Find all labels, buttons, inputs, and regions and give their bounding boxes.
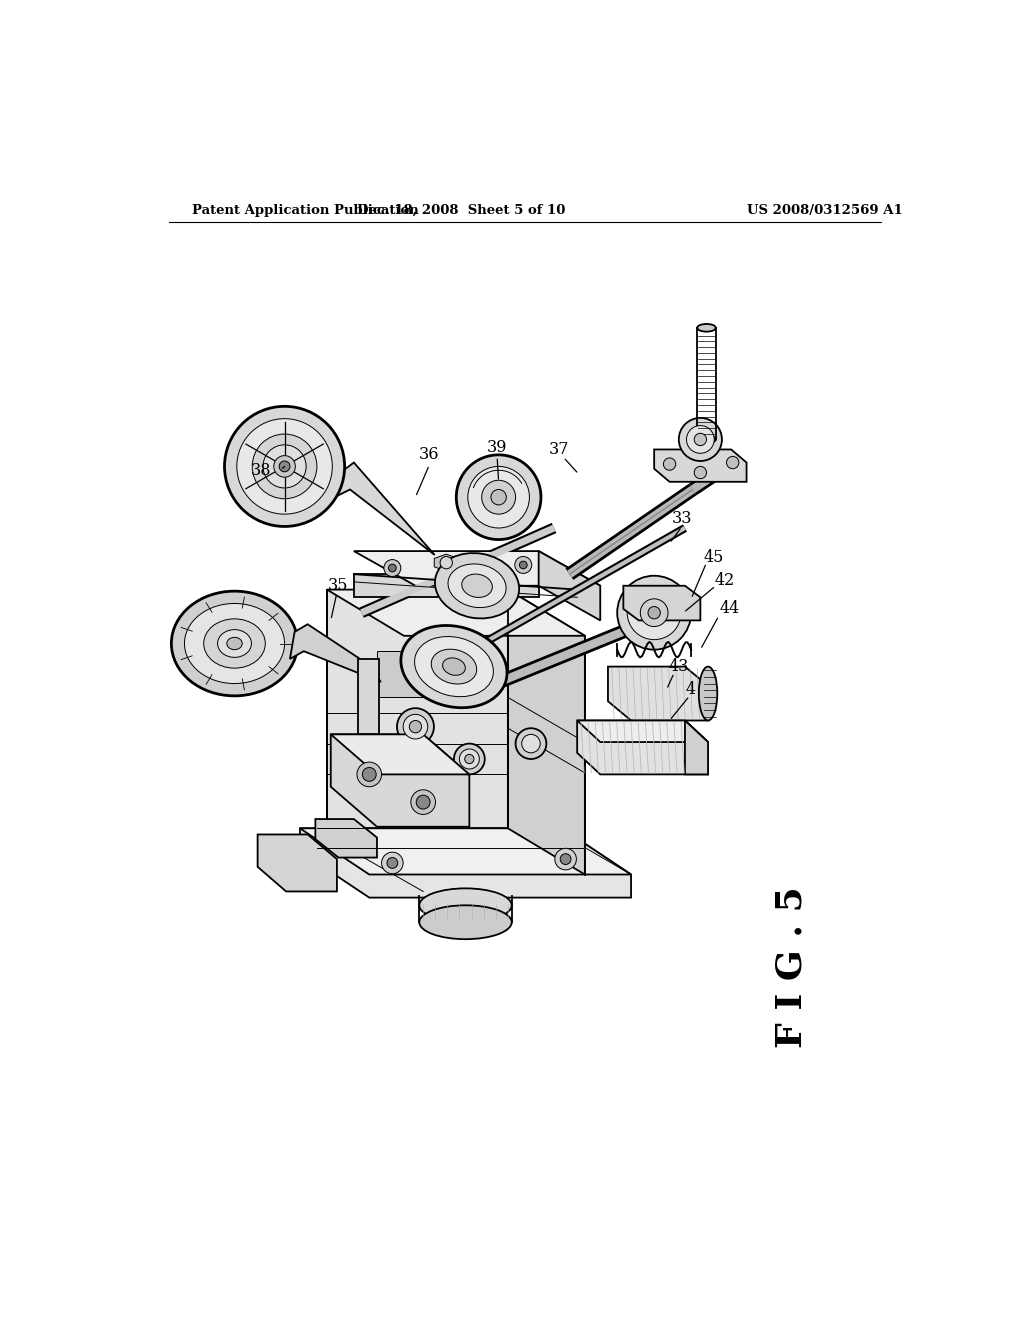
Polygon shape bbox=[539, 552, 600, 620]
Circle shape bbox=[515, 557, 531, 573]
Ellipse shape bbox=[184, 603, 285, 684]
Polygon shape bbox=[258, 834, 337, 891]
Ellipse shape bbox=[698, 667, 717, 721]
Text: 4: 4 bbox=[686, 681, 696, 698]
Circle shape bbox=[555, 849, 577, 870]
Polygon shape bbox=[685, 721, 708, 775]
Text: 44: 44 bbox=[720, 601, 739, 618]
Circle shape bbox=[694, 466, 707, 479]
Ellipse shape bbox=[628, 586, 681, 640]
Ellipse shape bbox=[217, 630, 252, 657]
Polygon shape bbox=[327, 590, 508, 829]
Text: 38: 38 bbox=[251, 462, 271, 479]
Ellipse shape bbox=[515, 729, 547, 759]
Polygon shape bbox=[331, 734, 469, 775]
Ellipse shape bbox=[263, 445, 306, 488]
Circle shape bbox=[686, 425, 714, 453]
Circle shape bbox=[727, 457, 739, 469]
Ellipse shape bbox=[252, 434, 316, 499]
Polygon shape bbox=[578, 721, 708, 742]
Text: 42: 42 bbox=[715, 572, 735, 589]
Polygon shape bbox=[508, 590, 585, 874]
Ellipse shape bbox=[237, 418, 333, 515]
Circle shape bbox=[694, 433, 707, 446]
Ellipse shape bbox=[280, 461, 290, 471]
Polygon shape bbox=[578, 721, 708, 775]
Ellipse shape bbox=[403, 714, 428, 739]
Circle shape bbox=[362, 767, 376, 781]
Polygon shape bbox=[624, 586, 700, 620]
Text: 36: 36 bbox=[419, 446, 439, 463]
Ellipse shape bbox=[419, 888, 512, 923]
Polygon shape bbox=[331, 734, 469, 826]
Circle shape bbox=[411, 789, 435, 814]
Circle shape bbox=[679, 418, 722, 461]
Ellipse shape bbox=[454, 743, 484, 775]
Polygon shape bbox=[434, 554, 459, 572]
Circle shape bbox=[560, 854, 571, 865]
Circle shape bbox=[416, 795, 430, 809]
Ellipse shape bbox=[462, 574, 493, 598]
Ellipse shape bbox=[224, 407, 345, 527]
Text: 35: 35 bbox=[329, 577, 349, 594]
Polygon shape bbox=[608, 667, 708, 721]
Circle shape bbox=[382, 853, 403, 874]
Circle shape bbox=[664, 458, 676, 470]
Polygon shape bbox=[354, 574, 539, 597]
Polygon shape bbox=[335, 462, 435, 554]
Text: 39: 39 bbox=[486, 438, 507, 455]
Ellipse shape bbox=[171, 591, 298, 696]
Ellipse shape bbox=[410, 721, 422, 733]
Text: 33: 33 bbox=[672, 511, 692, 527]
Ellipse shape bbox=[204, 619, 265, 668]
Text: 43: 43 bbox=[669, 659, 689, 675]
Text: Dec. 18, 2008  Sheet 5 of 10: Dec. 18, 2008 Sheet 5 of 10 bbox=[357, 205, 566, 218]
Ellipse shape bbox=[697, 436, 716, 444]
Ellipse shape bbox=[415, 636, 494, 697]
Ellipse shape bbox=[431, 649, 477, 684]
Ellipse shape bbox=[273, 455, 295, 478]
Circle shape bbox=[490, 490, 506, 506]
Circle shape bbox=[357, 762, 382, 787]
Text: Patent Application Publication: Patent Application Publication bbox=[193, 205, 419, 218]
Polygon shape bbox=[327, 590, 585, 636]
Text: 45: 45 bbox=[705, 549, 724, 566]
Polygon shape bbox=[377, 651, 438, 697]
Polygon shape bbox=[290, 624, 381, 682]
Ellipse shape bbox=[617, 576, 691, 649]
Circle shape bbox=[384, 560, 400, 577]
Ellipse shape bbox=[521, 734, 541, 752]
Text: F I G . 5: F I G . 5 bbox=[774, 886, 808, 1048]
Polygon shape bbox=[300, 829, 631, 898]
Circle shape bbox=[468, 466, 529, 528]
Ellipse shape bbox=[419, 906, 512, 940]
Ellipse shape bbox=[449, 564, 506, 607]
Circle shape bbox=[481, 480, 515, 515]
Ellipse shape bbox=[397, 708, 434, 744]
Circle shape bbox=[387, 858, 397, 869]
Ellipse shape bbox=[648, 607, 660, 619]
Ellipse shape bbox=[465, 755, 474, 763]
Ellipse shape bbox=[226, 638, 243, 649]
Polygon shape bbox=[654, 449, 746, 482]
Circle shape bbox=[440, 557, 453, 569]
Polygon shape bbox=[300, 829, 631, 874]
Ellipse shape bbox=[460, 748, 479, 770]
Polygon shape bbox=[354, 552, 600, 586]
Ellipse shape bbox=[442, 657, 465, 676]
Circle shape bbox=[457, 455, 541, 540]
Circle shape bbox=[388, 564, 396, 572]
Ellipse shape bbox=[400, 626, 507, 708]
Polygon shape bbox=[315, 818, 377, 858]
Polygon shape bbox=[357, 659, 379, 734]
Text: US 2008/0312569 A1: US 2008/0312569 A1 bbox=[746, 205, 902, 218]
Circle shape bbox=[519, 561, 527, 569]
Ellipse shape bbox=[435, 553, 519, 619]
Text: 37: 37 bbox=[549, 441, 569, 458]
Ellipse shape bbox=[697, 323, 716, 331]
Ellipse shape bbox=[640, 599, 668, 627]
